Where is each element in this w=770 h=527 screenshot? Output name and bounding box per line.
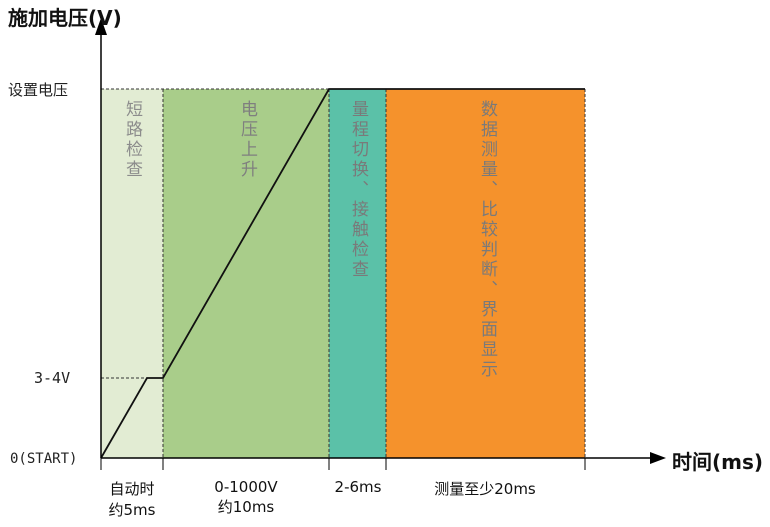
x-seg-label-measure: 测量至少20ms <box>405 478 565 499</box>
x-seg-label-switch-line1: 2-6ms <box>334 478 382 496</box>
y-label-zero-start: 0(START) <box>10 451 78 467</box>
x-seg-label-rise: 0-1000V 约10ms <box>196 478 296 517</box>
y-axis-title: 施加电压(V) <box>8 6 122 30</box>
phase-voltage-rise-block <box>163 89 329 458</box>
y-label-set-voltage: 设置电压 <box>8 81 69 99</box>
x-axis-arrow <box>650 452 666 464</box>
x-seg-label-switch: 2-6ms <box>322 478 394 496</box>
x-seg-label-rise-line2: 约10ms <box>217 498 275 516</box>
phase-range-switch-block <box>329 89 386 458</box>
phase-label-short-check: 短路检查 <box>122 100 142 180</box>
phase-short-check-block <box>101 89 163 458</box>
y-axis-arrow <box>95 18 107 35</box>
x-seg-label-measure-line1: 测量至少20ms <box>434 480 536 498</box>
voltage-profile-line <box>100 88 585 459</box>
phase-measurement-block <box>386 89 585 458</box>
x-seg-label-auto: 自动时 约5ms <box>96 478 168 520</box>
phase-label-measurement: 数据测量、比较判断、界面显示 <box>477 100 497 380</box>
x-seg-label-auto-line2: 约5ms <box>108 501 156 519</box>
phase-label-range-switch: 量程切换、接触检查 <box>348 100 368 280</box>
x-seg-label-auto-line1: 自动时 <box>109 480 155 498</box>
x-seg-label-rise-line1: 0-1000V <box>214 478 278 496</box>
x-axis-title: 时间(ms) <box>672 450 764 474</box>
phase-label-voltage-rise: 电压上升 <box>237 100 257 180</box>
y-label-3-4v: 3-4V <box>34 369 71 387</box>
